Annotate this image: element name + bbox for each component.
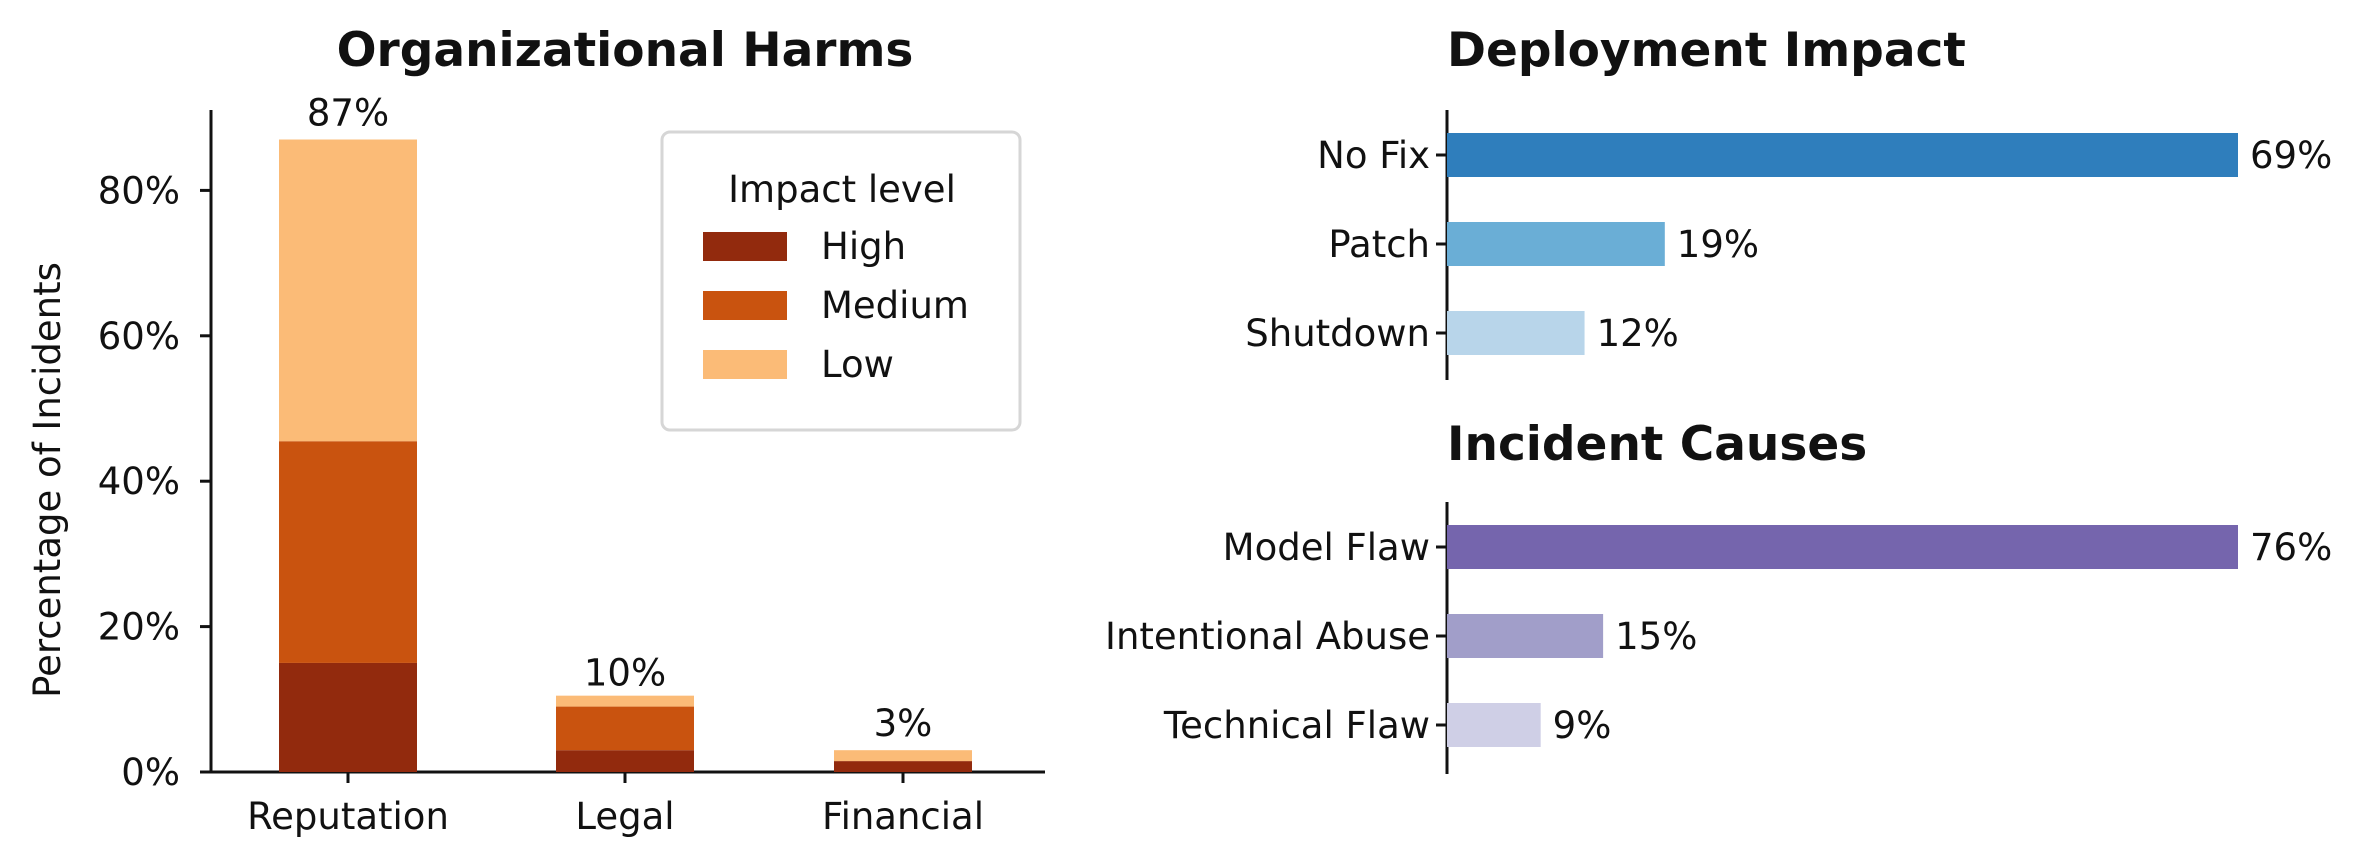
y-tick-label: Intentional Abuse <box>1105 615 1430 658</box>
bar <box>1447 703 1541 747</box>
value-label: 9% <box>1553 704 1612 747</box>
y-tick-label: 60% <box>98 315 180 358</box>
y-tick-label: Shutdown <box>1245 312 1430 355</box>
value-label: 12% <box>1597 312 1679 355</box>
total-label: 3% <box>874 702 933 745</box>
x-tick-label: Legal <box>575 795 674 838</box>
y-tick-label: 0% <box>121 751 180 794</box>
chart-title: Organizational Harms <box>337 23 914 78</box>
y-axis-label: Percentage of Incidents <box>26 262 69 698</box>
bar <box>1447 311 1585 355</box>
total-label: 87% <box>307 92 389 135</box>
deployment-impact-chart: Deployment Impact No Fix 69% Patch 19% Shutd… <box>1245 23 2332 380</box>
x-tick-label: Reputation <box>247 795 449 838</box>
x-tick-label: Financial <box>822 795 984 838</box>
bar <box>1447 222 1665 266</box>
legend-swatch-low <box>703 350 787 379</box>
bar-segment-high <box>556 750 694 772</box>
legend-label: Medium <box>821 284 969 327</box>
y-tick-label: Patch <box>1328 223 1430 266</box>
bar-segment-low <box>556 695 694 707</box>
y-tick-label: 20% <box>98 606 180 649</box>
bar <box>1447 133 2238 177</box>
y-tick-label: Model Flaw <box>1223 526 1430 569</box>
value-label: 19% <box>1677 223 1759 266</box>
incident-causes-chart: Incident Causes Model Flaw 76% Intentional… <box>1105 417 2332 774</box>
bar-segment-low <box>834 750 972 762</box>
y-tick-label: No Fix <box>1317 134 1430 177</box>
value-label: 15% <box>1615 615 1697 658</box>
chart-title: Deployment Impact <box>1447 23 1966 78</box>
chart-title: Incident Causes <box>1447 417 1867 472</box>
y-tick-label: Technical Flaw <box>1163 704 1430 747</box>
bar-segment-high <box>279 662 417 772</box>
legend-label: Low <box>821 343 894 386</box>
total-label: 10% <box>584 651 666 694</box>
legend-label: High <box>821 225 906 268</box>
bar-segment-low <box>279 139 417 442</box>
bar <box>1447 614 1604 658</box>
bar <box>1447 525 2238 569</box>
y-tick-label: 40% <box>98 460 180 503</box>
legend-swatch-high <box>703 232 787 261</box>
value-label: 69% <box>2250 134 2332 177</box>
bar-segment-high <box>834 761 972 772</box>
legend-title: Impact level <box>728 168 956 211</box>
value-label: 76% <box>2250 526 2332 569</box>
legend: Impact level High Medium Low <box>660 130 1022 432</box>
y-tick-label: 80% <box>98 169 180 212</box>
bar-segment-medium <box>279 441 417 663</box>
organizational-harms-chart: Organizational Harms Percentage of Incid… <box>26 23 1045 838</box>
legend-swatch-medium <box>703 291 787 320</box>
bar-segment-medium <box>556 706 694 751</box>
